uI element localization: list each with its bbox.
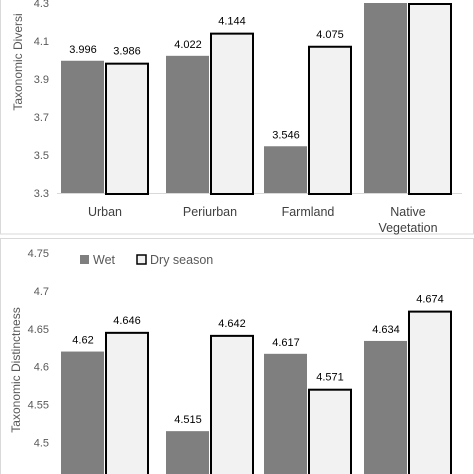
- bar-wet: [364, 3, 407, 193]
- data-label: 4.571: [316, 372, 344, 384]
- bar-wet: [61, 60, 104, 194]
- category-label: Native Vegetation: [378, 205, 437, 235]
- y-tick-label: 4.7: [34, 286, 49, 298]
- y-axis-title: Taxonomic Distinctness: [9, 307, 23, 432]
- data-label: 3.986: [113, 46, 141, 58]
- data-label: 4.617: [272, 337, 300, 349]
- bar-dry: [408, 310, 452, 474]
- category-label: Urban: [88, 205, 122, 219]
- bar-dry: [105, 331, 149, 474]
- bar-dry: [210, 32, 254, 195]
- data-label: 3.546: [272, 129, 300, 141]
- top-chart: 3.3 3.5 3.7 3.9 4.1 4.3 Taxonomic Diversi 3.996…: [11, 0, 462, 235]
- y-tick-label: 4.6: [34, 362, 49, 374]
- data-label: 3.996: [69, 44, 97, 56]
- bar-dry: [308, 388, 352, 474]
- y-tick-label: 4.65: [28, 324, 49, 336]
- category-label: Periurban: [183, 205, 237, 219]
- bar-wet: [364, 340, 407, 474]
- bar-wet: [166, 55, 209, 193]
- data-label: 4.62: [72, 335, 93, 347]
- data-label: 4.144: [218, 16, 246, 28]
- y-tick-label: 4.1: [34, 36, 49, 48]
- bar-wet: [264, 353, 307, 474]
- y-tick-label: 4.75: [28, 248, 49, 260]
- y-tick-label: 3.9: [34, 74, 49, 86]
- data-label: 4.646: [113, 315, 141, 327]
- y-tick-label: 4.5: [34, 438, 49, 450]
- data-label: 4.515: [174, 414, 202, 426]
- y-tick-label: 3.3: [34, 188, 49, 200]
- legend-label-wet: Wet: [93, 253, 116, 267]
- data-label: 4.642: [218, 318, 246, 330]
- legend-label-dry: Dry season: [150, 253, 213, 267]
- legend-swatch-dry: [136, 254, 147, 265]
- data-label: 4.075: [316, 29, 344, 41]
- bar-dry: [408, 3, 452, 195]
- legend-swatch-wet: [80, 255, 89, 264]
- data-label: 4.022: [174, 39, 202, 51]
- y-tick-label: 3.7: [34, 112, 49, 124]
- category-label: Farmland: [282, 205, 335, 219]
- y-tick-label: 4.3: [34, 0, 49, 10]
- y-tick-label: 3.5: [34, 150, 49, 162]
- bar-wet: [264, 146, 307, 193]
- data-label: 4.634: [372, 324, 400, 336]
- y-axis-title: Taxonomic Diversi: [11, 13, 25, 110]
- bar-dry: [308, 45, 352, 195]
- bar-dry: [105, 62, 149, 195]
- bar-dry: [210, 334, 254, 474]
- bar-wet: [166, 431, 209, 474]
- data-label: 4.674: [416, 294, 444, 306]
- y-tick-label: 4.55: [28, 400, 49, 412]
- bar-wet: [61, 351, 104, 474]
